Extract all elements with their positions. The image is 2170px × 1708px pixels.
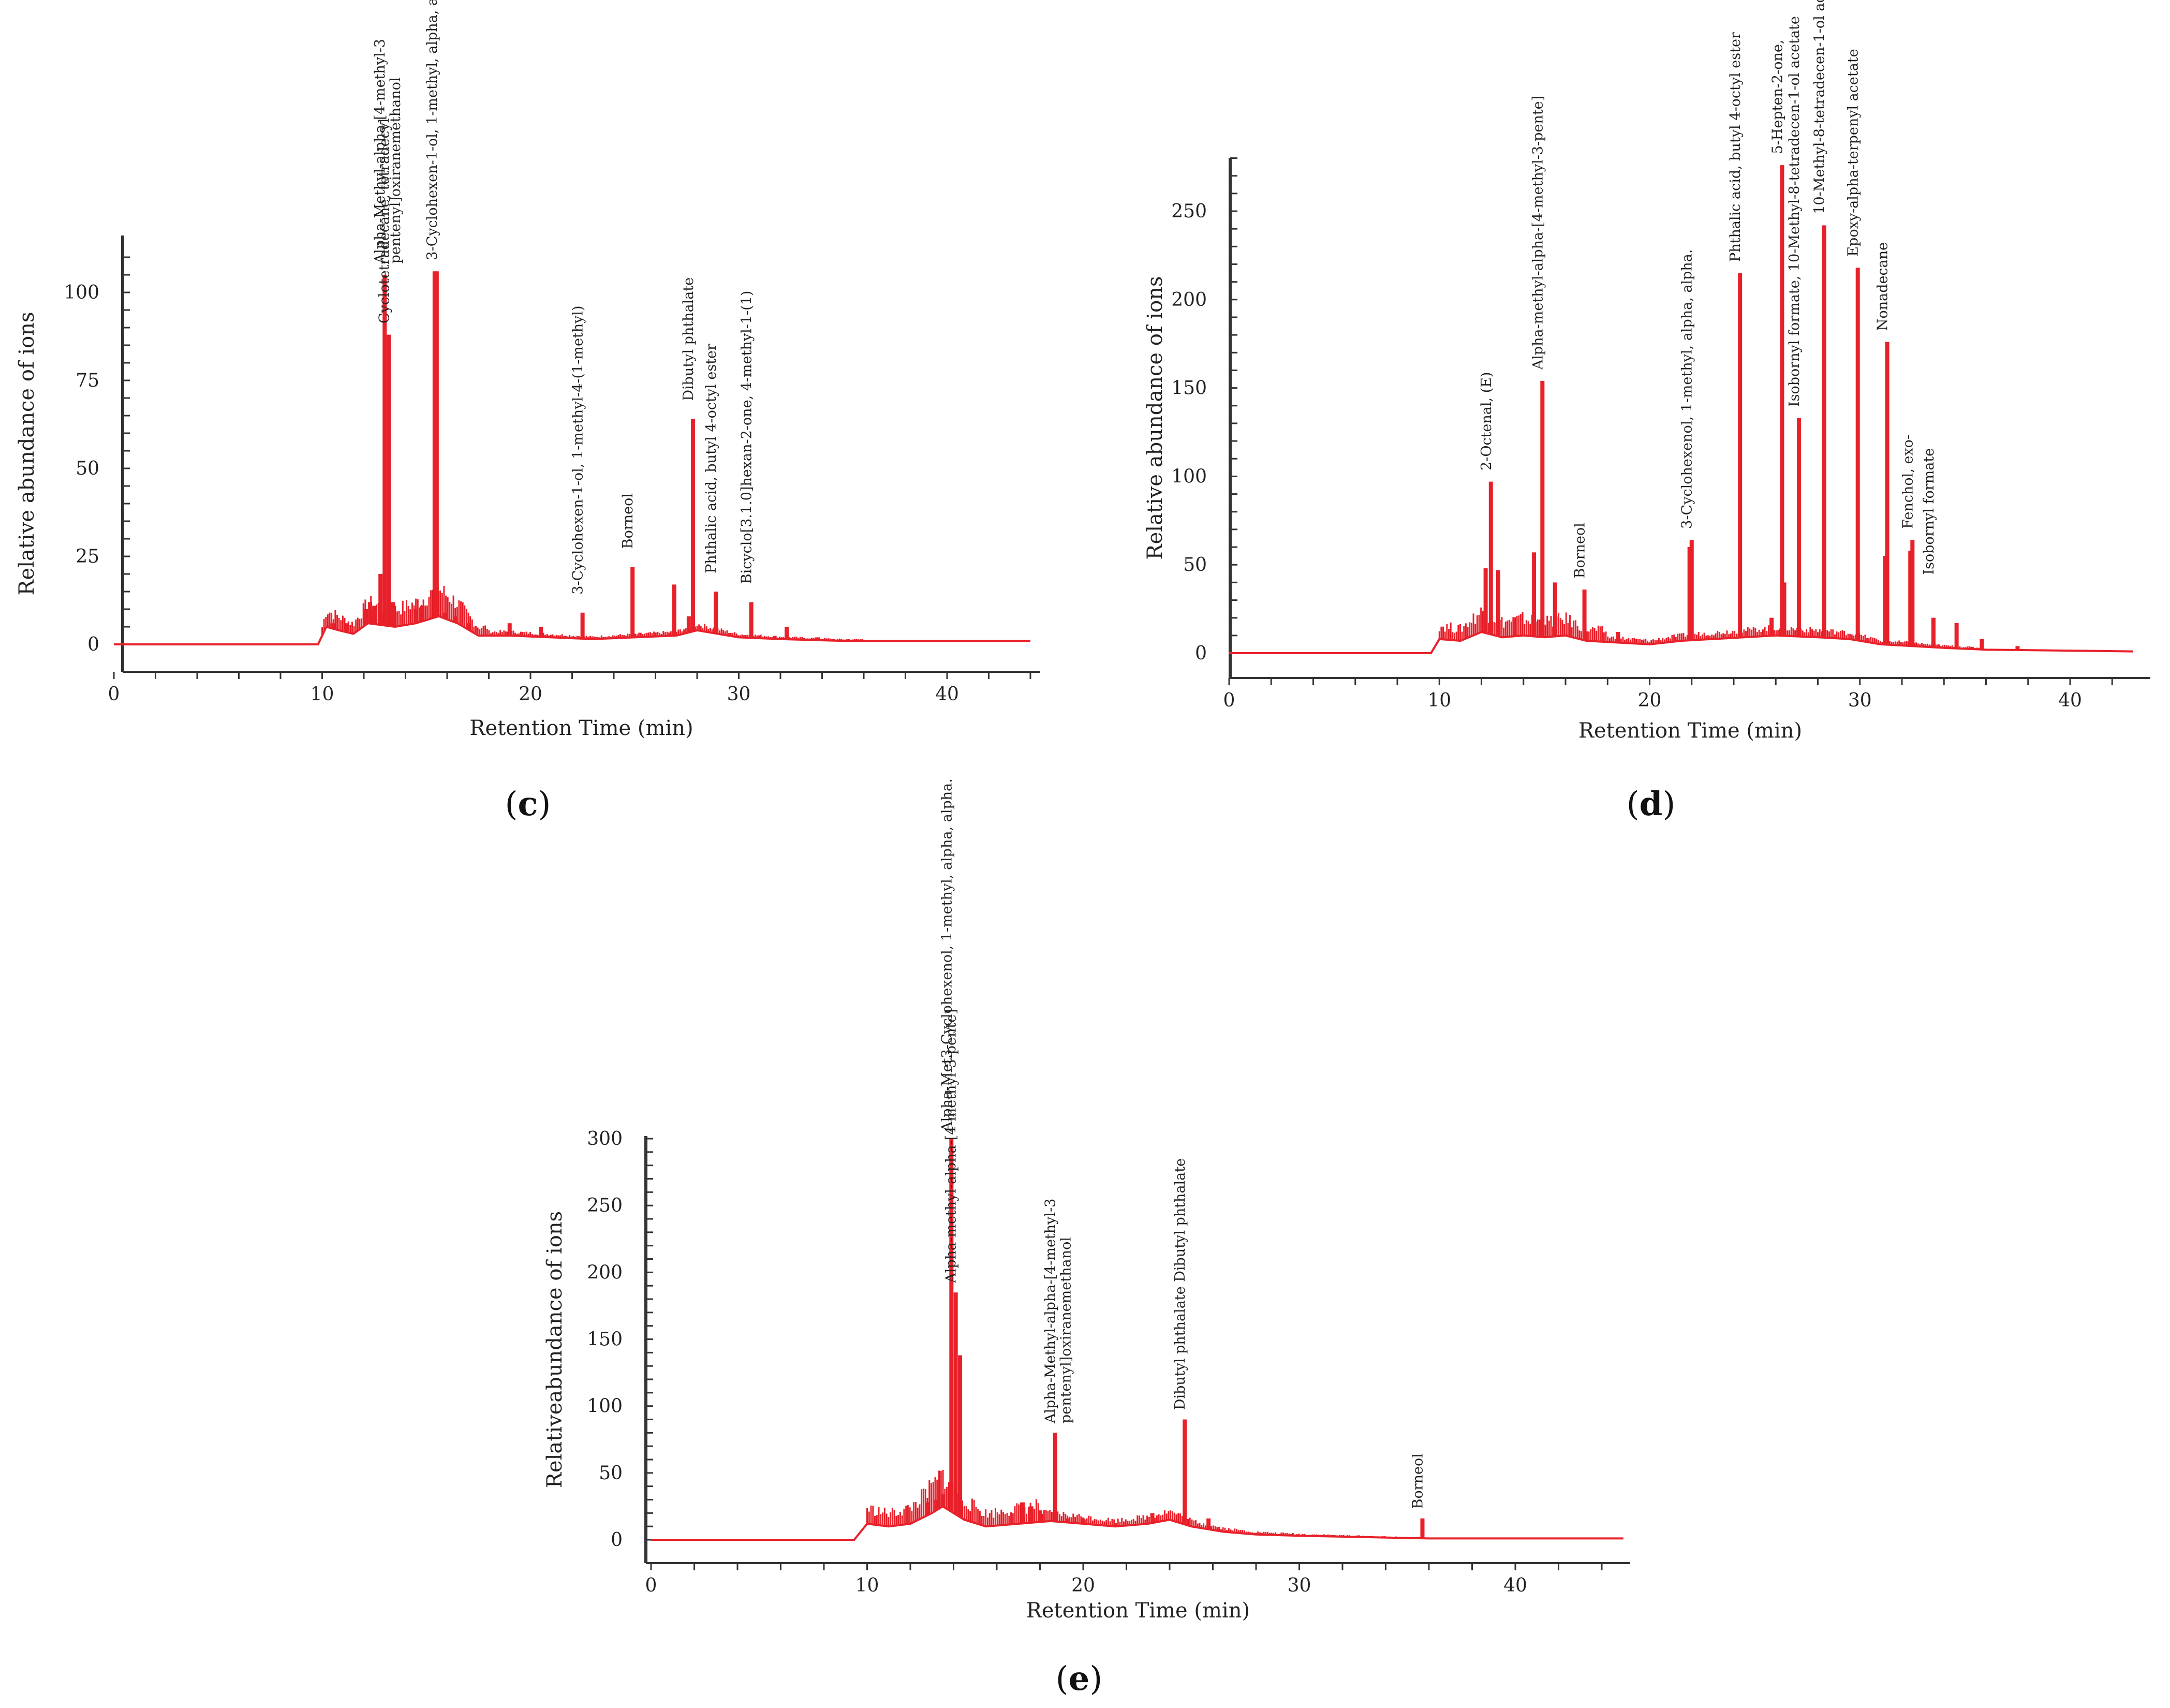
x-axis-title: Retention Time (min) xyxy=(1026,1599,1250,1623)
peak-annotation: Bicyclo[3.1.0]hexan-2-one, 4-methyl-1-(1… xyxy=(739,291,755,584)
peak-annotation: Cyclotetradecane, tetradecyl xyxy=(376,118,392,323)
y-tick-label: 100 xyxy=(1171,466,1207,487)
x-axis-title: Retention Time (min) xyxy=(1578,719,1802,743)
chart-panel-c: 0 25 50 75 100 0 10 20 30 40 Retention Time (min) R… xyxy=(15,0,1040,823)
peak-annotation: Alpha-Met3-Cyclohexenol, 1-methyl, alpha… xyxy=(939,778,955,1132)
y-axis-title: Relative abundance of ions xyxy=(15,312,39,595)
x-tick-label: 20 xyxy=(1638,690,1662,711)
peak-annotation: 2-Octenal, (E) xyxy=(1479,372,1495,470)
x-tick-label: 10 xyxy=(855,1575,879,1596)
peak-annotation: Alpha-methyl-alpha-[4-methyl-3-pente] xyxy=(1530,96,1546,370)
y-tick-label: 25 xyxy=(76,546,99,567)
peak-annotation: Borneol xyxy=(1572,523,1588,578)
x-tick-label: 30 xyxy=(1288,1575,1311,1596)
peak-annotation: pentenyl]oxiranemethanol xyxy=(388,77,404,263)
peak-annotation: Phthalic acid, butyl 4-octyl ester xyxy=(703,344,719,573)
y-tick-label: 150 xyxy=(587,1329,623,1350)
x-tick-label: 0 xyxy=(645,1575,657,1596)
peak-annotation: Borneol xyxy=(1410,1453,1426,1509)
chart-panel-d: 0 50 100 150 200 250 0 10 20 30 40 Retention Time (… xyxy=(1143,0,2150,823)
peak-annotation: Dibutyl phthalate Dibutyl phthalate xyxy=(1172,1158,1188,1410)
y-tick-label: 150 xyxy=(1171,378,1207,399)
peak-annotation: Dibutyl phthalate xyxy=(681,277,697,401)
y-axis-title: Relativeabundance of ions xyxy=(543,1211,567,1488)
x-tick-label: 40 xyxy=(1503,1575,1527,1596)
peak-annotation: 3-Cyclohexen-1-ol, 1-methyl-4-(1-methyl) xyxy=(570,305,586,594)
x-tick-label: 10 xyxy=(1427,690,1451,711)
peak-annotation: Isobornyl formate xyxy=(1921,448,1937,575)
x-tick-label: 30 xyxy=(1848,690,1872,711)
y-axis-title: Relative abundance of ions xyxy=(1143,276,1167,559)
panel-label: (d) xyxy=(1627,785,1676,823)
panel-label: (c) xyxy=(505,785,551,823)
peak-annotation: pentenyl]oxiranemethanol xyxy=(1058,1237,1074,1423)
x-tick-label: 30 xyxy=(727,684,751,705)
y-tick-label: 200 xyxy=(1171,289,1207,311)
y-tick-label: 50 xyxy=(599,1463,623,1484)
baseline-noise xyxy=(1438,607,1985,650)
peak-annotation: 3-Cyclohexenol, 1-methyl, alpha, alpha. xyxy=(1679,249,1695,529)
y-tick-label: 100 xyxy=(64,282,99,303)
x-tick-label: 10 xyxy=(311,684,334,705)
peak-annotation: Alpha-methyl-alpha-[4-methyl-3-pente] xyxy=(943,1009,959,1283)
peak-annotation: Alpha-Methyl-alpha-[4-methyl-3 xyxy=(372,39,388,264)
panel-label: (e) xyxy=(1056,1659,1103,1698)
peak-annotation: Fenchol, exo- xyxy=(1900,435,1916,529)
chart-panel-e: 0 50 100 150 200 250 300 0 10 20 30 40 Retention Tim… xyxy=(543,778,1630,1698)
y-tick-label: 50 xyxy=(1183,554,1207,576)
y-tick-label: 200 xyxy=(587,1262,623,1283)
peak-annotation: Epoxy-alpha-terpenyl acetate xyxy=(1846,49,1862,256)
x-tick-label: 40 xyxy=(935,684,959,705)
x-tick-label: 20 xyxy=(519,684,542,705)
peak-annotation: 3-Cyclohexen-1-ol, 1-methyl, alpha, alph… xyxy=(424,0,440,260)
peak-annotation: Isobornyl formate, 10-Methyl-8-tetradece… xyxy=(1787,16,1803,407)
baseline-trace xyxy=(114,615,1030,645)
y-tick-label: 0 xyxy=(611,1529,623,1551)
y-tick-label: 50 xyxy=(76,458,99,479)
y-tick-label: 0 xyxy=(1195,643,1207,664)
y-tick-label: 100 xyxy=(587,1396,623,1417)
x-tick-label: 40 xyxy=(2058,690,2082,711)
x-tick-label: 0 xyxy=(108,684,120,705)
y-tick-label: 0 xyxy=(87,634,99,655)
peak-annotation: Nonadecane xyxy=(1875,242,1891,331)
peak-annotation: 10-Methyl-8-tetradecen-1-ol acetate xyxy=(1812,0,1828,214)
y-tick-label: 75 xyxy=(76,370,99,391)
y-tick-label: 300 xyxy=(587,1128,623,1150)
peak-annotation: 5-Hepten-2-one, xyxy=(1769,40,1785,154)
x-tick-label: 20 xyxy=(1071,1575,1095,1596)
x-tick-label: 0 xyxy=(1223,690,1235,711)
peak-annotation: Phthalic acid, butyl 4-octyl ester xyxy=(1728,32,1744,262)
y-tick-label: 250 xyxy=(587,1195,623,1216)
peak-annotation: Alpha-Methyl-alpha-[4-methyl-3 xyxy=(1043,1199,1059,1424)
baseline-noise xyxy=(321,582,863,641)
peak-annotation: Borneol xyxy=(620,493,636,549)
x-axis-title: Retention Time (min) xyxy=(469,716,693,740)
y-tick-label: 250 xyxy=(1171,201,1207,222)
